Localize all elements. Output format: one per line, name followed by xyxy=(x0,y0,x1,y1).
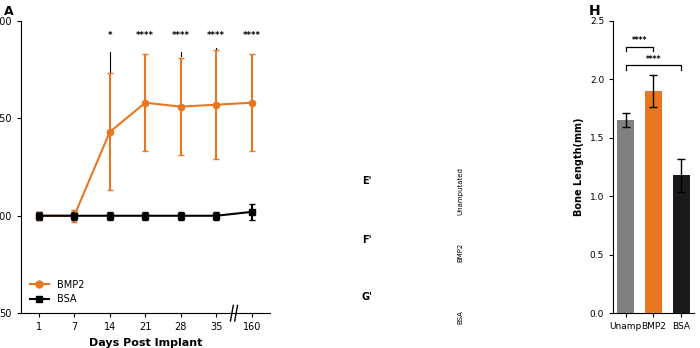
Text: ****: **** xyxy=(243,31,260,40)
Text: 7 DPI: 7 DPI xyxy=(342,3,362,13)
Text: ****: **** xyxy=(631,37,648,46)
Text: BMP2: BMP2 xyxy=(457,243,463,262)
Text: H: H xyxy=(589,4,601,18)
Text: F: F xyxy=(277,235,284,245)
Text: 35 DPI: 35 DPI xyxy=(520,3,545,13)
Text: ****: **** xyxy=(207,31,225,40)
Text: G: G xyxy=(277,292,285,302)
Text: *: * xyxy=(108,31,112,40)
Bar xyxy=(673,175,690,313)
X-axis label: Days Post Implant: Days Post Implant xyxy=(89,338,202,348)
Text: E': E' xyxy=(362,176,371,186)
Text: Unamputated: Unamputated xyxy=(457,167,463,215)
Text: BSA: BSA xyxy=(457,310,463,324)
Text: 1 DPI: 1 DPI xyxy=(297,3,317,13)
Legend: BMP2, BSA: BMP2, BSA xyxy=(26,276,88,308)
Text: 21 DPI: 21 DPI xyxy=(430,3,455,13)
Text: 160 DPI: 160 DPI xyxy=(563,3,593,13)
Text: ****: **** xyxy=(645,55,661,64)
Text: ****: **** xyxy=(172,31,190,40)
Bar xyxy=(645,91,662,313)
Text: 28 DPI: 28 DPI xyxy=(475,3,500,13)
Text: G': G' xyxy=(362,292,372,302)
Text: 14 DPI: 14 DPI xyxy=(385,3,410,13)
Text: F': F' xyxy=(362,235,371,245)
Text: BMP2: BMP2 xyxy=(281,35,290,59)
Text: E: E xyxy=(277,176,284,186)
Y-axis label: Bone Length(mm): Bone Length(mm) xyxy=(574,118,584,216)
Text: B: B xyxy=(144,5,153,18)
Text: BSA: BSA xyxy=(281,117,290,134)
Text: C: C xyxy=(280,5,289,18)
Text: ****: **** xyxy=(136,31,154,40)
Bar xyxy=(617,120,634,313)
Text: A: A xyxy=(4,5,14,18)
